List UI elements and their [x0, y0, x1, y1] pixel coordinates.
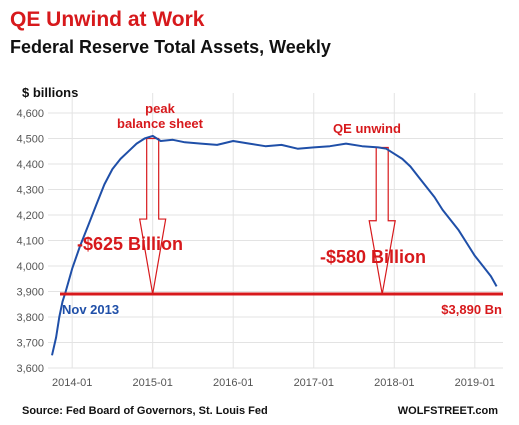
- drop-arrow: [138, 137, 167, 295]
- annotation-start-date: Nov 2013: [62, 302, 119, 317]
- drop-arrows: [138, 137, 396, 295]
- grid-lines: [48, 93, 503, 369]
- y-tick-label: 4,200: [16, 210, 44, 222]
- series-line-total-assets: [51, 134, 498, 356]
- y-tick-labels: 4,600 4,500 4,400 4,300 4,200 4,100 4,000 3,900…: [16, 108, 44, 375]
- y-tick-label: 4,500: [16, 134, 44, 146]
- annotation-peak-line2: balance sheet: [117, 116, 204, 131]
- x-tick-label: 2015-01: [133, 377, 173, 389]
- chart-subtitle: Federal Reserve Total Assets, Weekly: [10, 37, 331, 57]
- y-tick-label: 3,700: [16, 338, 44, 350]
- x-tick-labels: 2014-01 2015-01 2016-01 2017-01 2018-01 2019-…: [52, 377, 495, 389]
- annotation-end-value: $3,890 Bn: [441, 302, 502, 317]
- y-tick-label: 3,800: [16, 312, 44, 324]
- x-tick-label: 2016-01: [213, 377, 253, 389]
- y-axis-label: $ billions: [22, 85, 78, 100]
- y-tick-label: 3,600: [16, 363, 44, 375]
- brand-watermark: WOLFSTREET.com: [398, 405, 498, 417]
- x-tick-label: 2018-01: [374, 377, 414, 389]
- x-tick-label: 2019-01: [455, 377, 495, 389]
- y-tick-label: 4,000: [16, 261, 44, 273]
- source-note: Source: Fed Board of Governors, St. Loui…: [22, 405, 268, 417]
- annotation-drop-625: -$625 Billion: [77, 234, 183, 254]
- chart-title: QE Unwind at Work: [10, 8, 205, 31]
- y-tick-label: 3,900: [16, 287, 44, 299]
- drop-arrow: [368, 146, 396, 295]
- y-tick-label: 4,400: [16, 159, 44, 171]
- y-tick-label: 4,600: [16, 108, 44, 120]
- series-layer: [51, 134, 498, 356]
- annotation-peak-line1: peak: [145, 101, 175, 116]
- x-tick-label: 2017-01: [294, 377, 334, 389]
- annotation-qe-unwind: QE unwind: [333, 121, 401, 136]
- y-tick-label: 4,100: [16, 236, 44, 248]
- x-tick-label: 2014-01: [52, 377, 92, 389]
- y-tick-label: 4,300: [16, 185, 44, 197]
- annotation-drop-580: -$580 Billion: [320, 247, 426, 267]
